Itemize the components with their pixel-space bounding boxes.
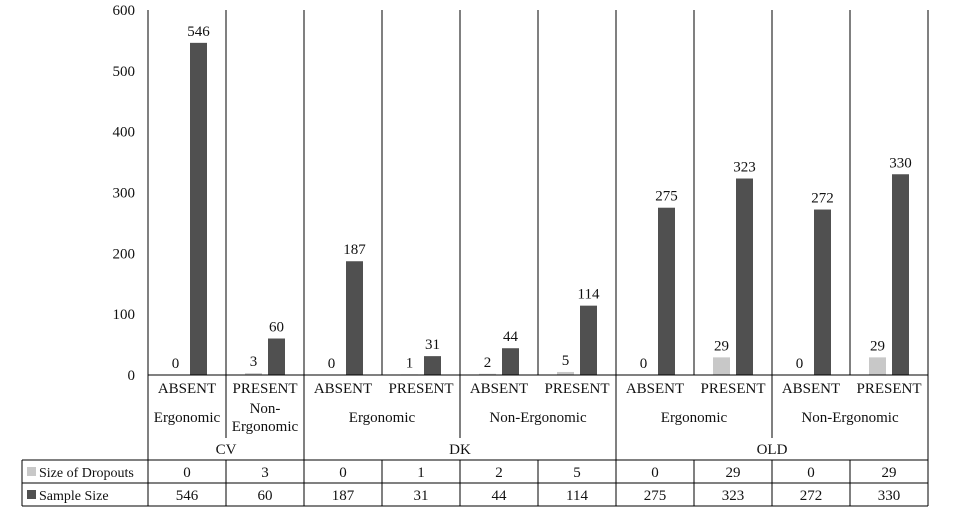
bar	[502, 348, 519, 375]
data-table: Size of Dropouts 0 3 0 1 2 5 0 29 0 29 Sample Size 5…	[21, 459, 929, 507]
bar	[190, 42, 207, 375]
y-tick-label: 300	[113, 186, 136, 202]
x-group-label-l2: Ergonomic	[154, 410, 221, 426]
table-cell-value: 44	[492, 488, 508, 504]
y-tick-label: 100	[113, 307, 136, 323]
y-tick-label: 400	[113, 125, 136, 141]
data-label: 2	[484, 355, 492, 371]
y-tick-label: 500	[113, 64, 136, 80]
x-category-label: PRESENT	[544, 381, 609, 397]
table-cell-value: 187	[332, 488, 355, 504]
table-cell-value: 5	[573, 465, 581, 481]
x-category-label: ABSENT	[782, 381, 840, 397]
table-cell-value: 29	[726, 465, 741, 481]
x-category-label: ABSENT	[626, 381, 684, 397]
table-cell-value: 330	[878, 488, 901, 504]
bar	[479, 373, 496, 375]
y-tick-label: 200	[113, 246, 136, 262]
table-cell-value: 60	[258, 488, 273, 504]
table-cell-value: 31	[414, 488, 429, 504]
data-label: 3	[250, 354, 258, 370]
data-label: 60	[269, 320, 284, 336]
x-category-label: ABSENT	[158, 381, 216, 397]
bar	[268, 338, 285, 375]
x-group-label-l2: Ergonomic	[349, 410, 416, 426]
legend-series-name: Size of Dropouts	[39, 466, 134, 481]
data-label: 44	[503, 329, 519, 345]
y-tick-label: 0	[128, 368, 136, 384]
bar	[736, 178, 753, 375]
data-label: 1	[406, 355, 414, 371]
legend-swatch	[27, 490, 36, 499]
bar	[580, 305, 597, 375]
x-group-label-l2: Non-	[250, 401, 281, 417]
data-label: 546	[187, 24, 210, 40]
x-group-label-l2: Non-Ergonomic	[489, 410, 587, 426]
data-label: 29	[870, 338, 885, 354]
table-cell-value: 0	[807, 465, 815, 481]
data-label: 323	[733, 160, 756, 176]
data-label: 187	[343, 242, 366, 258]
table-cell-value: 2	[495, 465, 503, 481]
x-group-label-l2: Ergonomic	[232, 419, 299, 435]
data-label: 29	[714, 338, 729, 354]
table-cell-value: 0	[183, 465, 191, 481]
y-tick-label: 600	[113, 3, 136, 19]
data-label: 0	[640, 356, 648, 372]
table-cell-value: 1	[417, 465, 425, 481]
legend-swatch	[27, 467, 36, 476]
table-cell-value: 29	[882, 465, 897, 481]
x-group-label-l1: DK	[449, 442, 471, 458]
x-category-label: PRESENT	[232, 381, 297, 397]
x-category-label: ABSENT	[470, 381, 528, 397]
legend-series-name: Sample Size	[39, 489, 109, 504]
x-group-label-l2: Non-Ergonomic	[801, 410, 899, 426]
x-category-label: ABSENT	[314, 381, 372, 397]
x-axis-categories: ABSENT PRESENT ABSENT PRESENT ABSENT PRESENT A…	[147, 10, 929, 460]
data-label: 0	[172, 356, 180, 372]
bar	[869, 357, 886, 375]
data-label: 275	[655, 189, 678, 205]
data-label: 5	[562, 353, 570, 369]
table-cell-value: 323	[722, 488, 745, 504]
table-cell-value: 0	[339, 465, 347, 481]
bar	[424, 356, 441, 375]
x-category-label: PRESENT	[388, 381, 453, 397]
x-group-label-l2: Ergonomic	[661, 410, 728, 426]
bars-layer: 0 546 3 60 0 187 1 31 2 44 5 114 0 275 29 323 0 272 29 330	[172, 24, 912, 375]
bar	[557, 371, 574, 375]
data-label: 0	[796, 356, 804, 372]
table-cell-value: 546	[176, 488, 199, 504]
table-cell-value: 3	[261, 465, 269, 481]
data-label: 272	[811, 191, 834, 207]
data-label: 31	[425, 337, 440, 353]
bar	[346, 261, 363, 375]
table-cell-value: 275	[644, 488, 667, 504]
x-category-label: PRESENT	[700, 381, 765, 397]
x-group-label-l1: CV	[216, 442, 237, 458]
data-label: 114	[578, 287, 600, 303]
bar	[814, 209, 831, 375]
bar	[245, 373, 262, 375]
data-label: 330	[889, 155, 912, 171]
table-cell-value: 114	[566, 488, 588, 504]
bar	[658, 207, 675, 375]
x-category-label: PRESENT	[856, 381, 921, 397]
table-cell-value: 0	[651, 465, 659, 481]
bar	[892, 174, 909, 375]
data-label: 0	[328, 356, 336, 372]
x-group-label-l1: OLD	[757, 442, 788, 458]
bar	[713, 357, 730, 375]
y-axis: 0 100 200 300 400 500 600	[113, 3, 149, 384]
table-cell-value: 272	[800, 488, 823, 504]
